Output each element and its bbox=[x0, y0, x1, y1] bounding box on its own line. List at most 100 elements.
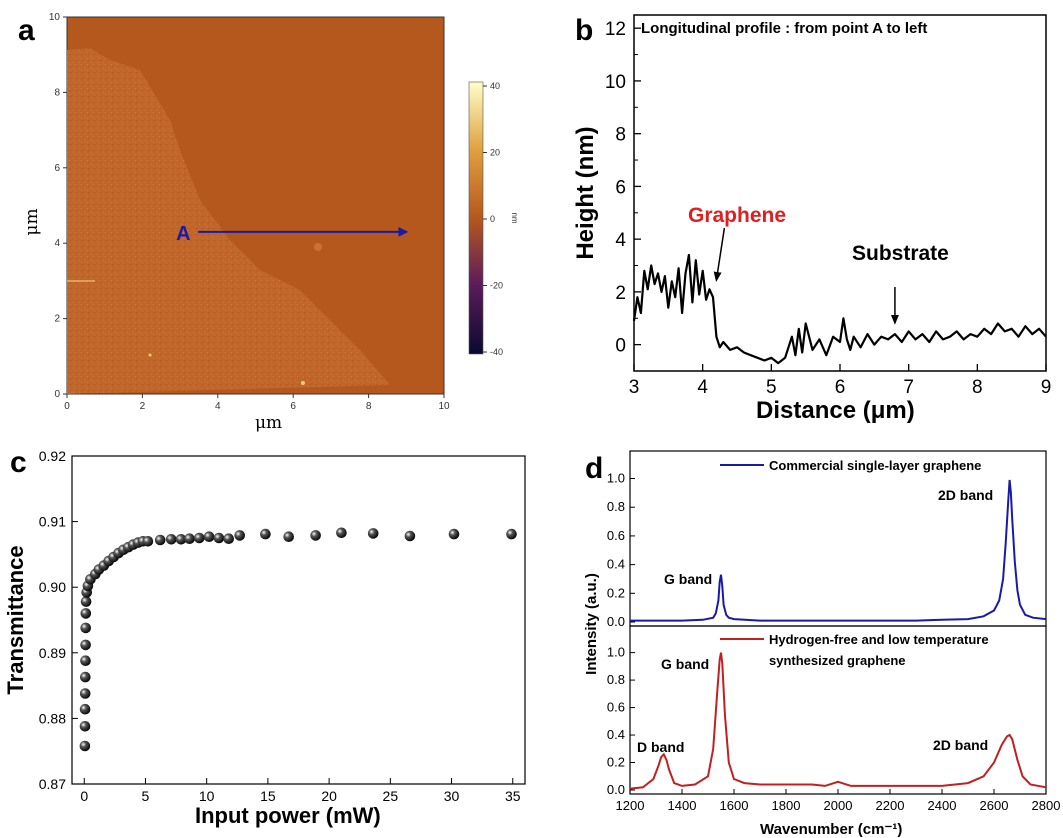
afm-particle bbox=[148, 353, 152, 357]
d-band-label: D band bbox=[637, 739, 684, 755]
graphene-arrow bbox=[713, 227, 726, 282]
x-tick-label: 2 bbox=[140, 401, 146, 412]
x-tick-label: 9 bbox=[1041, 377, 1052, 398]
panel-label-d: d bbox=[585, 452, 603, 485]
x-tick-label: 1600 bbox=[720, 798, 749, 813]
transmittance-point bbox=[175, 534, 187, 545]
top-2d-band-label: 2D band bbox=[938, 487, 993, 503]
y-tick-label: 6 bbox=[615, 177, 626, 198]
y-tick-label: 0.88 bbox=[39, 710, 66, 726]
x-tick-label: 20 bbox=[321, 788, 337, 804]
y-tick-label: 0.91 bbox=[39, 514, 66, 530]
colorbar-tick-label: -40 bbox=[490, 347, 503, 357]
transmittance-point bbox=[310, 530, 321, 541]
transmittance-point bbox=[79, 703, 91, 715]
panel-b-xlabel: Distance (μm) bbox=[756, 397, 915, 424]
y-tick-label: 12 bbox=[605, 19, 626, 40]
transmittance-point bbox=[213, 532, 225, 544]
transmittance-point bbox=[79, 740, 91, 752]
y-tick-label: 0.89 bbox=[39, 645, 66, 661]
y-tick-label: 0.90 bbox=[39, 579, 66, 595]
panel-c-transmittance: 0 5 10 15 20 25 30 35 0.87 0.88 0.89 0.90 0.91 0.92 I… bbox=[3, 448, 526, 828]
x-tick-label: 2400 bbox=[928, 798, 957, 813]
transmittance-point bbox=[80, 608, 92, 619]
y-tick-label: 10 bbox=[605, 72, 626, 93]
y-tick-label: 6 bbox=[54, 163, 60, 174]
x-tick-label: 4 bbox=[697, 377, 708, 398]
transmittance-point bbox=[367, 528, 379, 539]
y-tick-label: 2 bbox=[615, 283, 626, 304]
x-tick-label: 35 bbox=[505, 788, 521, 804]
y-tick-label: 0.6 bbox=[607, 700, 625, 715]
panel-b-title: Longitudinal profile : from point A to l… bbox=[641, 20, 927, 37]
x-tick-label: 4 bbox=[215, 401, 221, 412]
colorbar bbox=[468, 81, 484, 355]
x-tick-label: 0 bbox=[80, 788, 88, 804]
y-tick-label: 0.8 bbox=[607, 499, 625, 514]
panel-d-ylabel: Intensity (a.u.) bbox=[583, 573, 600, 675]
transmittance-point bbox=[79, 721, 91, 732]
y-tick-label: 8 bbox=[54, 87, 60, 98]
x-tick-label: 25 bbox=[383, 788, 399, 804]
x-tick-label: 7 bbox=[903, 377, 914, 398]
point-a-label: A bbox=[176, 223, 190, 245]
afm-particle bbox=[314, 243, 322, 251]
transmittance-point bbox=[203, 531, 215, 542]
colorbar-tick-label: 0 bbox=[490, 214, 495, 224]
panel-d-raman-spectra: 1200 1400 1600 1800 2000 2200 2400 2600 2800 0.0 0… bbox=[583, 450, 1061, 838]
x-tick-label: 10 bbox=[438, 401, 450, 412]
panel-b-ylabel: Height (nm) bbox=[572, 126, 599, 259]
panel-d-axis-ticks: 1200 1400 1600 1800 2000 2200 2400 2600 2800 0.0 0… bbox=[607, 471, 1061, 813]
hydrogen-free-spectrum-line bbox=[629, 652, 1047, 790]
transmittance-point bbox=[80, 622, 91, 634]
x-tick-label: 5 bbox=[142, 788, 150, 804]
y-tick-label: 1.0 bbox=[607, 471, 625, 486]
height-profile-line bbox=[632, 253, 1047, 365]
x-tick-label: 1800 bbox=[772, 798, 801, 813]
x-tick-label: 6 bbox=[835, 377, 846, 398]
y-tick-label: 0.92 bbox=[39, 448, 66, 464]
y-tick-label: 0.87 bbox=[39, 776, 66, 792]
panel-c-xlabel: Input power (mW) bbox=[195, 803, 381, 828]
panel-c-ylabel: Transmittance bbox=[3, 545, 28, 694]
x-tick-label: 2600 bbox=[980, 798, 1009, 813]
transmittance-point bbox=[506, 528, 517, 540]
y-tick-label: 0.4 bbox=[607, 727, 625, 742]
x-tick-label: 6 bbox=[290, 401, 296, 412]
panel-d-bottom-frame bbox=[629, 625, 1047, 795]
panel-c-frame bbox=[71, 455, 526, 785]
substrate-annotation: Substrate bbox=[852, 242, 949, 265]
panel-b-frame bbox=[633, 14, 1047, 372]
y-tick-label: 0.8 bbox=[607, 672, 625, 687]
transmittance-point bbox=[234, 530, 245, 541]
colorbar-ticks: 40 20 0 -20 -40 bbox=[483, 81, 503, 357]
colorbar-tick-label: 20 bbox=[490, 148, 500, 158]
legend-hydrogen-free-line1: Hydrogen-free and low temperature bbox=[769, 632, 989, 647]
x-tick-label: 0 bbox=[64, 401, 70, 412]
transmittance-point bbox=[448, 528, 460, 540]
panel-label-c: c bbox=[10, 446, 27, 479]
transmittance-point bbox=[154, 534, 166, 546]
transmittance-point bbox=[336, 527, 347, 539]
x-tick-label: 2200 bbox=[876, 798, 905, 813]
x-tick-label: 1200 bbox=[616, 798, 645, 813]
panel-a-axis-ticks: 0 2 4 6 8 10 0 2 4 6 8 10 bbox=[49, 12, 450, 412]
y-tick-label: 0.2 bbox=[607, 755, 625, 770]
panel-c-axis-ticks: 0 5 10 15 20 25 30 35 0.87 0.88 0.89 0.90 0.91 0.92 bbox=[39, 448, 521, 804]
transmittance-point bbox=[260, 528, 271, 540]
transmittance-point bbox=[80, 671, 91, 683]
transmittance-point bbox=[194, 532, 205, 544]
y-tick-label: 1.0 bbox=[607, 645, 625, 660]
panel-b-height-profile: Longitudinal profile : from point A to l… bbox=[572, 14, 1052, 424]
graphene-annotation: Graphene bbox=[688, 204, 786, 227]
x-tick-label: 2000 bbox=[824, 798, 853, 813]
commercial-spectrum-line bbox=[630, 479, 1047, 622]
x-tick-label: 30 bbox=[444, 788, 460, 804]
panel-label-a: a bbox=[18, 14, 35, 47]
x-tick-label: 5 bbox=[766, 377, 777, 398]
transmittance-points bbox=[79, 527, 517, 752]
transmittance-point bbox=[165, 534, 177, 545]
transmittance-point bbox=[80, 596, 92, 607]
y-tick-label: 0.4 bbox=[607, 557, 625, 572]
bottom-g-band-label: G band bbox=[661, 656, 709, 672]
